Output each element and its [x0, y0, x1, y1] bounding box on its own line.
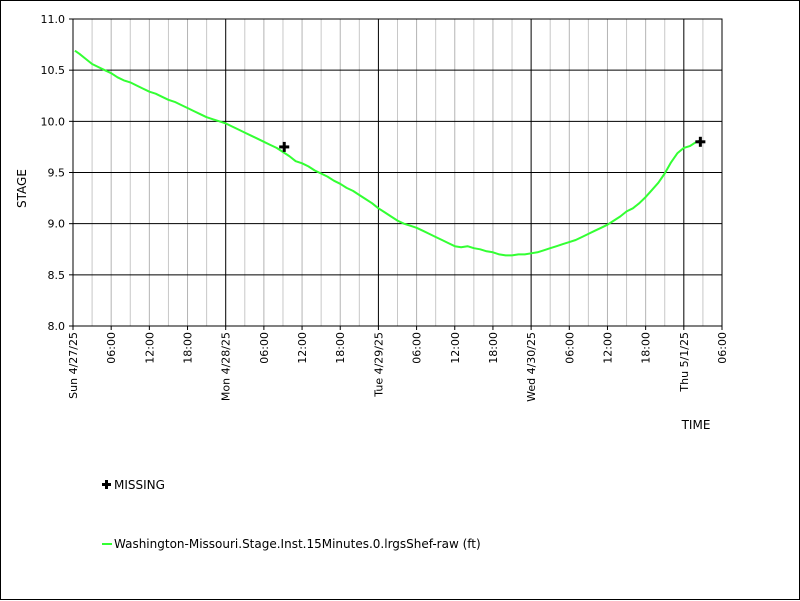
x-tick-label: 06:00	[411, 332, 424, 364]
x-tick-label: 12:00	[601, 332, 614, 364]
x-tick-label: 06:00	[258, 332, 271, 364]
x-tick-labels: Sun 4/27/25 06:00 12:00 18:00 Mon 4/28/25 06:…	[67, 326, 729, 402]
x-tick-label: Sun 4/27/25	[67, 332, 80, 399]
legend-cross-v	[105, 480, 108, 489]
legend-label: Washington-Missouri.Stage.Inst.15Minutes…	[114, 537, 481, 551]
x-tick-label: Wed 4/30/25	[525, 332, 538, 402]
y-axis-title: STAGE	[15, 169, 29, 208]
legend-label: MISSING	[114, 478, 165, 492]
x-tick-label: Mon 4/28/25	[220, 332, 233, 401]
x-tick-label: Thu 5/1/25	[678, 332, 691, 393]
missing-marker-v	[282, 141, 286, 152]
x-tick-label: 06:00	[716, 332, 729, 364]
y-tick-label: 8.0	[48, 320, 66, 333]
y-tick-label: 10.5	[41, 64, 66, 77]
legend-item: Washington-Missouri.Stage.Inst.15Minutes…	[102, 537, 481, 551]
y-tick-label: 10.0	[41, 115, 66, 128]
y-tick-labels: 8.0 8.5 9.0 9.5 10.0 10.5 11.0	[41, 13, 73, 333]
grid-layer	[73, 19, 722, 326]
x-tick-label: 12:00	[449, 332, 462, 364]
x-tick-label: 12:00	[143, 332, 156, 364]
x-tick-label: 18:00	[182, 332, 195, 364]
x-tick-label: Tue 4/29/25	[372, 332, 385, 398]
x-tick-label: 06:00	[105, 332, 118, 364]
x-tick-label: 06:00	[563, 332, 576, 364]
x-tick-label: 18:00	[640, 332, 653, 364]
y-tick-label: 9.5	[48, 167, 66, 180]
series-line	[74, 49, 700, 257]
series-layer	[74, 49, 700, 257]
x-tick-label: 18:00	[487, 332, 500, 364]
legend: MISSING Washington-Missouri.Stage.Inst.15…	[102, 478, 481, 551]
marker-layer	[279, 136, 706, 152]
missing-marker-v	[698, 136, 702, 147]
x-axis-title: TIME	[681, 418, 711, 432]
y-tick-label: 9.0	[48, 218, 66, 231]
missing-marker	[695, 136, 706, 147]
y-tick-label: 11.0	[41, 13, 66, 26]
y-tick-label: 8.5	[48, 269, 66, 282]
legend-item: MISSING	[102, 478, 165, 492]
x-tick-label: 18:00	[334, 332, 347, 364]
missing-marker	[279, 141, 290, 152]
x-tick-label: 12:00	[296, 332, 309, 364]
